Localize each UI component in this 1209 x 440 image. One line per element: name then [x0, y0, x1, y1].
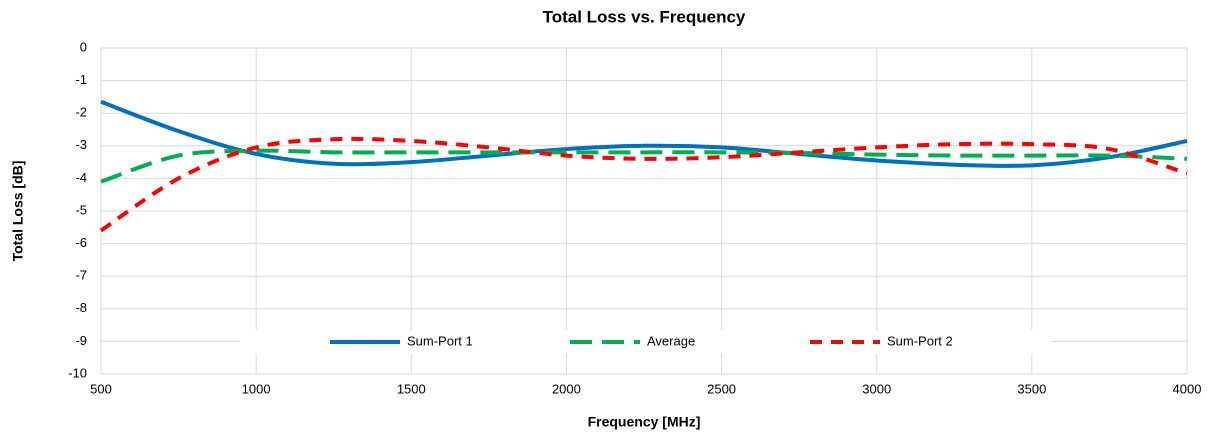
- y-tick-label: -9: [75, 333, 87, 348]
- x-tick-label: 3500: [1017, 381, 1046, 396]
- y-tick-label: -5: [75, 202, 87, 217]
- y-tick-label: -10: [68, 365, 87, 380]
- legend-label: Sum-Port 2: [887, 333, 953, 348]
- x-tick-label: 4000: [1173, 381, 1202, 396]
- y-tick-label: -6: [75, 235, 87, 250]
- x-tick-label: 2000: [552, 381, 581, 396]
- series-line: [100, 99, 1188, 168]
- y-tick-label: -1: [75, 72, 87, 87]
- chart-title: Total Loss vs. Frequency: [543, 7, 746, 26]
- x-tick-label: 500: [90, 381, 112, 396]
- y-tick-label: 0: [80, 39, 87, 54]
- x-tick-label: 3000: [862, 381, 891, 396]
- y-tick-label: -7: [75, 268, 87, 283]
- x-tick-label: 1500: [397, 381, 426, 396]
- y-axis-label: Total Loss [dB]: [10, 161, 26, 262]
- legend-label: Average: [647, 333, 695, 348]
- series-line: [100, 148, 1188, 184]
- legend-label: Sum-Port 1: [407, 333, 473, 348]
- y-tick-label: -8: [75, 300, 87, 315]
- x-axis-label: Frequency [MHz]: [588, 414, 701, 430]
- y-tick-label: -3: [75, 137, 87, 152]
- y-tick-label: -4: [75, 170, 87, 185]
- x-tick-label: 2500: [707, 381, 736, 396]
- x-tick-label: 1000: [242, 381, 271, 396]
- y-tick-label: -2: [75, 105, 87, 120]
